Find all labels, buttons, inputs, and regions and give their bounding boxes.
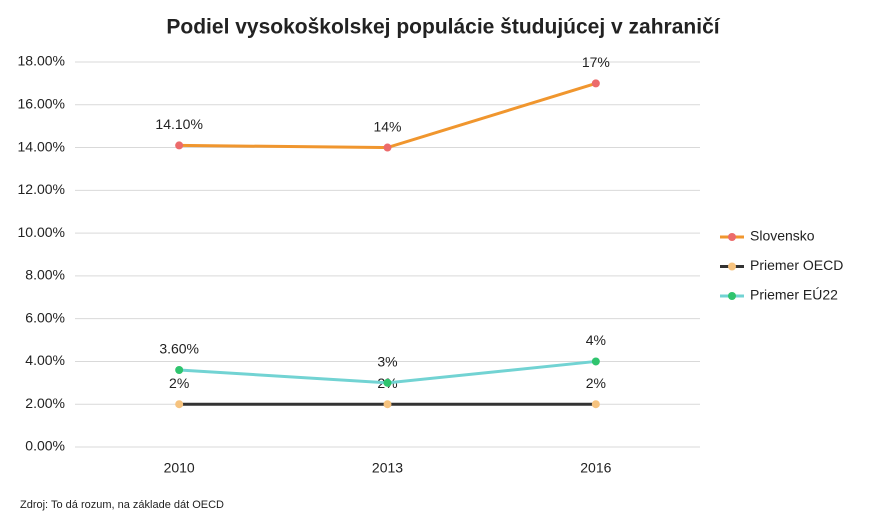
legend-marker (728, 292, 736, 300)
x-tick-label: 2016 (580, 460, 611, 476)
legend-marker (728, 233, 736, 241)
data-label: 2% (586, 375, 606, 391)
legend-label: Priemer OECD (750, 257, 843, 273)
data-point (591, 357, 600, 366)
data-label: 14.10% (155, 116, 202, 132)
data-label: 3.60% (159, 341, 199, 357)
y-tick-label: 16.00% (18, 95, 65, 111)
data-point (383, 400, 392, 409)
data-point (591, 79, 600, 88)
data-label: 2% (169, 375, 189, 391)
data-label: 17% (582, 54, 610, 70)
y-tick-label: 4.00% (25, 352, 65, 368)
x-tick-label: 2013 (372, 460, 403, 476)
source-note: Zdroj: To dá rozum, na základe dát OECD (20, 499, 224, 511)
legend-marker (728, 262, 736, 271)
chart-title: Podiel vysokoškolskej populácie študujúc… (166, 16, 720, 39)
data-point (591, 400, 600, 409)
data-point (175, 366, 184, 374)
data-label: 14% (373, 118, 401, 134)
y-tick-label: 2.00% (25, 395, 65, 411)
data-label: 3% (377, 354, 397, 370)
data-label: 4% (586, 332, 606, 348)
y-tick-label: 12.00% (18, 181, 65, 197)
data-point (383, 143, 392, 152)
data-point (175, 141, 184, 150)
x-tick-label: 2010 (164, 460, 195, 476)
y-tick-label: 8.00% (25, 267, 65, 283)
y-tick-label: 10.00% (18, 224, 65, 240)
y-tick-label: 6.00% (25, 309, 65, 325)
data-point (175, 400, 184, 409)
y-tick-label: 0.00% (25, 438, 65, 454)
y-tick-label: 18.00% (18, 53, 65, 69)
data-point (383, 378, 392, 387)
legend-label: Slovensko (750, 228, 815, 244)
legend-label: Priemer EÚ22 (750, 287, 838, 303)
y-tick-label: 14.00% (18, 138, 65, 154)
